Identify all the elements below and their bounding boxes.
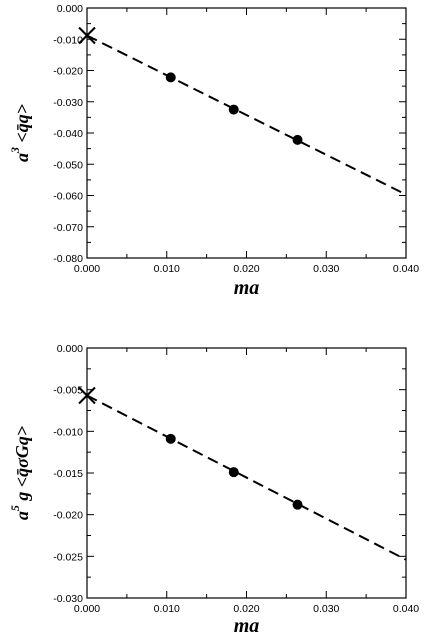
fit-line: [86, 394, 407, 561]
y-tick-label: -0.060: [53, 191, 83, 203]
y-tick-label: -0.010: [53, 34, 83, 46]
y-axis-label: a5 g <q̄σGq>: [8, 426, 32, 520]
x-axis-label: ma: [234, 615, 260, 635]
y-tick-label: -0.020: [53, 66, 83, 78]
x-axis-label: ma: [234, 277, 260, 299]
y-axis-label: a3 <q̄q>: [8, 104, 32, 162]
x-tick-label: 0.010: [154, 603, 180, 615]
x-tick-label: 0.040: [393, 603, 419, 615]
data-point: [292, 134, 303, 145]
fit-line: [86, 34, 407, 196]
x-tick-label: 0.020: [233, 603, 259, 615]
y-tick-label: -0.030: [53, 97, 83, 109]
x-tick-label: 0.000: [74, 603, 100, 615]
y-tick-label: -0.080: [53, 253, 83, 265]
x-tick-label: 0.000: [74, 263, 100, 275]
data-point: [165, 72, 176, 83]
extrapolation-cross: [78, 26, 96, 45]
y-tick-label: 0.000: [57, 3, 83, 15]
y-tick-label: -0.025: [53, 551, 83, 563]
y-tick-label: -0.015: [53, 468, 83, 480]
extrapolation-cross: [78, 386, 96, 405]
x-tick-label: 0.020: [233, 263, 259, 275]
y-tick-label: -0.070: [53, 222, 83, 234]
x-tick-label: 0.030: [313, 603, 339, 615]
data-point: [165, 433, 176, 444]
plot-frame: [86, 347, 407, 599]
chart-panel-2: 0.000 0.010 0.020 0.030 0.040 0.000 -0.005 -0.0…: [8, 343, 419, 635]
y-tick-label: -0.020: [53, 510, 83, 522]
y-tick-label: -0.010: [53, 426, 83, 438]
y-tick-label: 0.000: [57, 343, 83, 355]
y-tick-label: -0.040: [53, 128, 83, 140]
x-tick-label: 0.040: [393, 263, 419, 275]
data-point: [228, 104, 239, 115]
y-tick-label: -0.005: [53, 385, 83, 397]
data-point: [228, 467, 239, 478]
x-tick-label: 0.030: [313, 263, 339, 275]
chart-panel-1: 0.000 0.010 0.020 0.030 0.040 0.000 -0.010 -0.0…: [8, 3, 419, 299]
plot-frame: [86, 7, 407, 259]
x-tick-label: 0.010: [154, 263, 180, 275]
y-tick-label: -0.030: [53, 593, 83, 605]
y-tick-label: -0.050: [53, 159, 83, 171]
data-point: [292, 499, 303, 510]
